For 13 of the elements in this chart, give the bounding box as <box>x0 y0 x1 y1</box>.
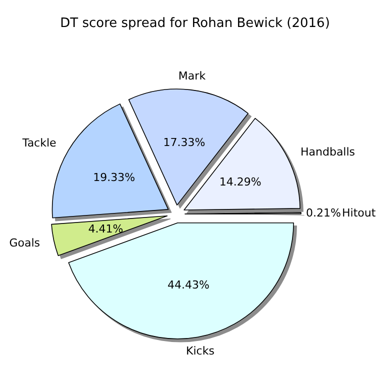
chart-title: DT score spread for Rohan Bewick (2016) <box>60 16 330 31</box>
slice-label: Kicks <box>186 344 215 358</box>
data-label: 44.43% <box>168 278 210 292</box>
slice-label: Tackle <box>21 136 57 150</box>
slice-label: Mark <box>178 69 206 82</box>
data-label: 17.33% <box>163 136 206 150</box>
data-label: 4.41% <box>88 222 124 236</box>
data-label: 19.33% <box>93 170 136 184</box>
data-label: 14.29% <box>219 175 262 188</box>
slice-label: Goals <box>9 236 40 250</box>
slice-label: Hitout <box>342 206 376 220</box>
data-label: 0.21% <box>306 206 341 220</box>
slice-label: Handballs <box>300 145 356 158</box>
